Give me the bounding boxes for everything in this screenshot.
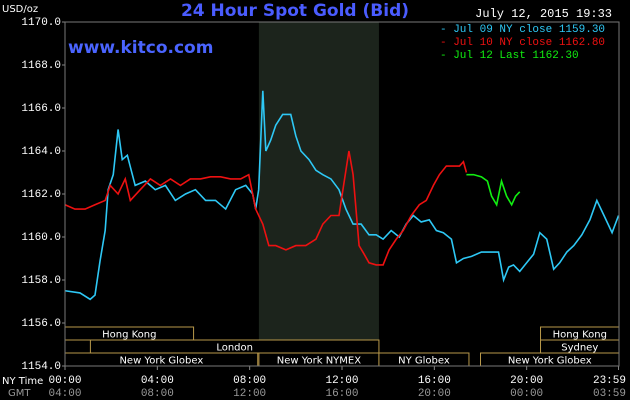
session-label: Sydney (561, 343, 598, 354)
watermark: www.kitco.com (68, 38, 213, 58)
session-label: London (216, 343, 253, 354)
session-label: Hong Kong (102, 330, 156, 341)
x-tick-label: 12:00 (325, 375, 358, 387)
x2-tick-label: 03:59 (593, 388, 626, 400)
y-tick-label: 1162.0 (21, 189, 61, 201)
y-tick-label: 1170.0 (21, 17, 61, 29)
legend-entry: - Jul 12 Last 1162.30 (440, 50, 579, 62)
series-line (64, 150, 468, 266)
x-tick-label: 08:00 (233, 375, 266, 387)
x2-tick-label: 00:00 (510, 388, 543, 400)
series-line (466, 173, 521, 207)
y-tick-label: 1156.0 (21, 318, 61, 330)
session-label: New York Globex (119, 356, 203, 367)
y-tick-label: 1166.0 (21, 103, 61, 115)
y-tick-label: 1158.0 (21, 275, 61, 287)
session-label: Hong Kong (553, 330, 607, 341)
x2-tick-label: 08:00 (141, 388, 174, 400)
session-label: New York Globex (508, 356, 592, 367)
y-axis-label: USD/oz (2, 4, 38, 15)
timestamp: July 12, 2015 19:33 (475, 7, 612, 21)
session-label: NY Globex (398, 356, 450, 367)
y-tick-label: 1160.0 (21, 232, 61, 244)
session-label: New York NYMEX (277, 356, 362, 367)
x2-axis-label: GMT (8, 388, 31, 399)
x2-tick-label: 20:00 (418, 388, 451, 400)
chart-title: 24 Hour Spot Gold (Bid) (181, 1, 409, 21)
x2-tick-label: 04:00 (48, 388, 81, 400)
legend-entry: - Jul 10 NY close 1162.80 (440, 37, 605, 49)
x-tick-label: 20:00 (510, 375, 543, 387)
plot-frame (64, 21, 620, 367)
x-tick-label: 04:00 (141, 375, 174, 387)
x-tick-label: 23:59 (593, 375, 626, 387)
legend-entry: - Jul 09 NY close 1159.30 (440, 24, 605, 36)
y-tick-label: 1164.0 (21, 146, 61, 158)
x2-tick-label: 16:00 (325, 388, 358, 400)
x-tick-label: 16:00 (418, 375, 451, 387)
x-axis-label: NY Time (2, 376, 43, 387)
highlight-band (258, 22, 379, 366)
y-tick-label: 1154.0 (21, 361, 61, 373)
y-tick-label: 1168.0 (21, 60, 61, 72)
series-line (64, 90, 620, 301)
x2-tick-label: 12:00 (233, 388, 266, 400)
x-tick-label: 00:00 (48, 375, 81, 387)
